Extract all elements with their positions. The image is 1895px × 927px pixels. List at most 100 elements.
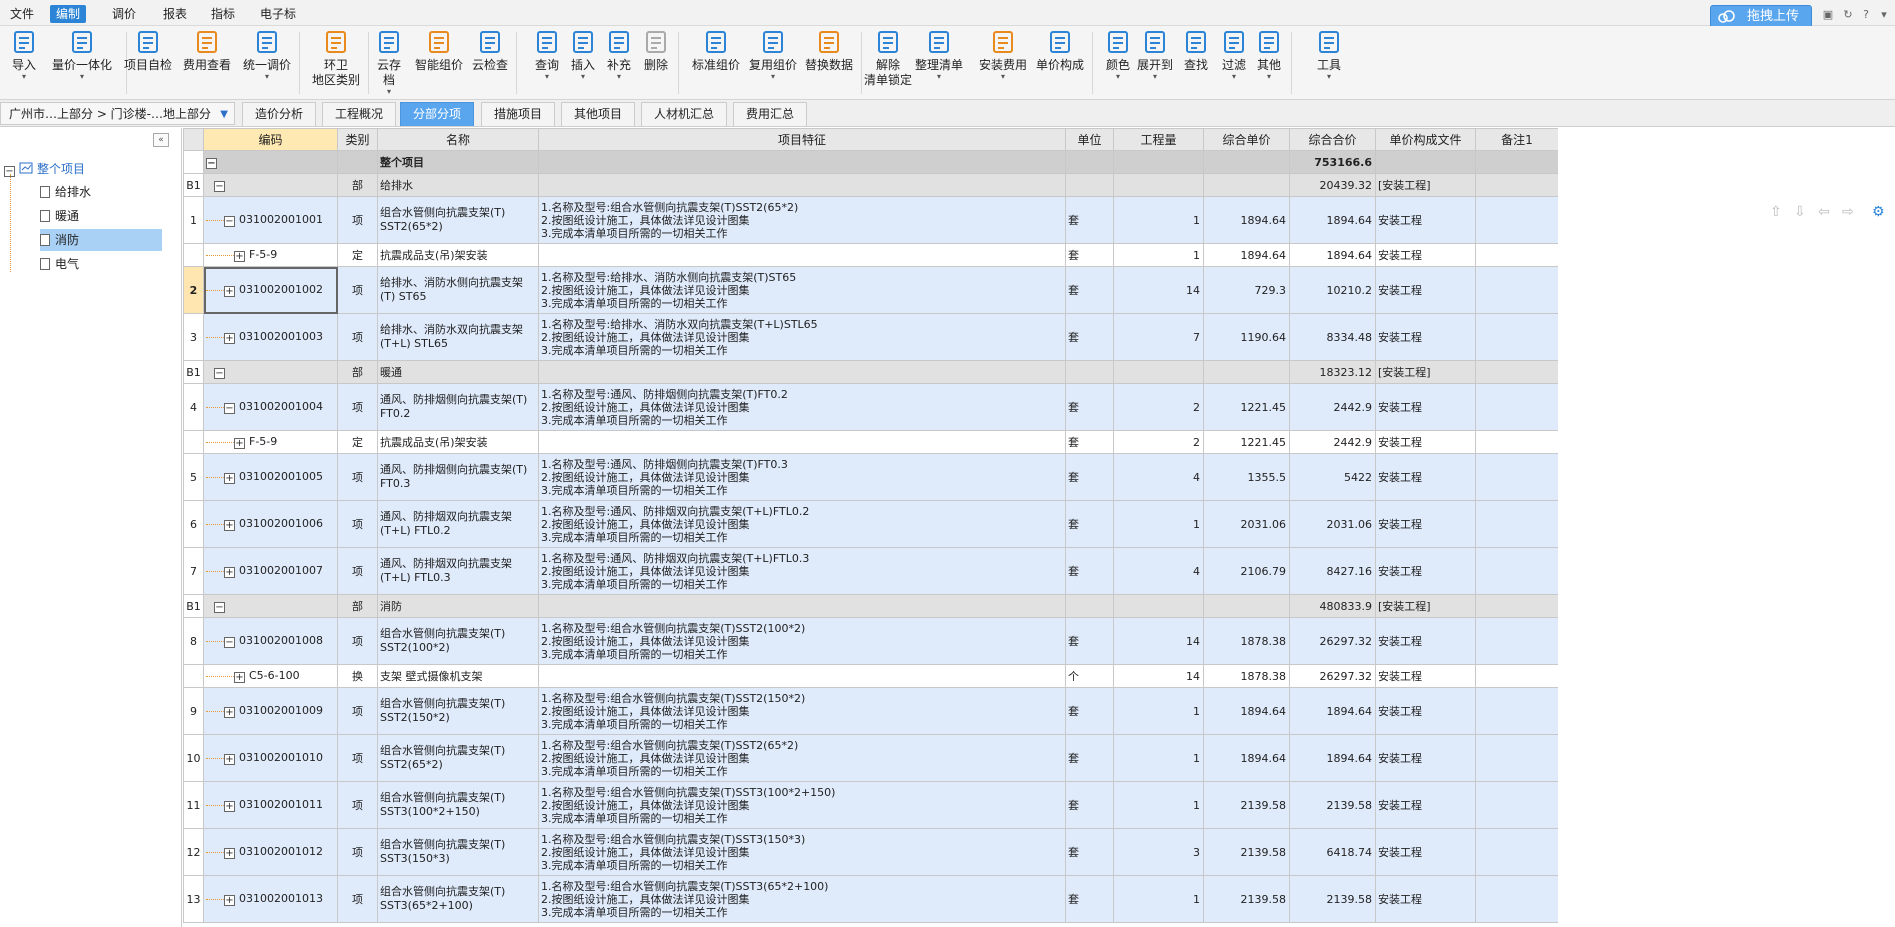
row-index[interactable]: 11 [183,781,204,829]
collapse-panel-icon[interactable]: « [153,133,169,147]
expand-icon[interactable]: + [234,438,245,449]
unit-cell[interactable]: 套 [1065,196,1114,244]
name-cell[interactable]: 组合水管侧向抗震支架(T) SST3(100*2+150) [377,781,539,829]
toolbar-button-query[interactable]: 查询 ▾ [531,30,563,81]
name-cell[interactable]: 组合水管侧向抗震支架(T) SST2(150*2) [377,687,539,735]
quantity-cell[interactable]: 4 [1113,547,1204,595]
feature-cell[interactable]: 1.名称及型号:通风、防排烟双向抗震支架(T+L)FTL0.2 2.按图纸设计施工… [538,500,1066,548]
unit-price-cell[interactable]: 1878.38 [1203,617,1290,665]
table-row[interactable]: 9 +031002001009 项组合水管侧向抗震支架(T) SST2(150*2)… [183,687,1558,735]
toolbar-button-tools[interactable]: 工具 ▾ [1313,30,1345,81]
quota-row[interactable]: + C5-6-100 换支架 壁式摄像机支架 个 14 1878.38 26297.32 安装… [183,664,1558,688]
menu-index[interactable]: 指标 [211,7,236,21]
name-cell[interactable]: 组合水管侧向抗震支架(T) SST2(100*2) [377,617,539,665]
code-cell[interactable]: +031002001012 [203,828,338,876]
name-cell[interactable]: 抗震成品支(吊)架安装 [377,430,539,454]
row-index-header[interactable] [183,128,204,151]
unit-price-cell[interactable]: 1221.45 [1203,430,1290,454]
code-cell[interactable]: +031002001009 [203,687,338,735]
table-row[interactable]: 10 +031002001010 项组合水管侧向抗震支架(T) SST2(65*2)… [183,734,1558,782]
toolbar-button-unit-price[interactable]: 单价构成 [1034,30,1086,73]
unit-cell[interactable]: 套 [1065,617,1114,665]
feature-cell[interactable]: 1.名称及型号:组合水管侧向抗震支架(T)SST3(65*2+100) 2.按图纸… [538,875,1066,923]
total-price-cell[interactable]: 8427.16 [1289,547,1376,595]
category-cell[interactable]: 项 [337,781,378,829]
tree-item-water[interactable]: 给排水 [40,181,162,203]
expand-icon[interactable]: + [224,520,235,531]
category-cell[interactable]: 定 [337,430,378,454]
unit-cell[interactable] [1065,360,1114,384]
code-cell[interactable]: +031002001011 [203,781,338,829]
unit-cell[interactable]: 套 [1065,500,1114,548]
tree-item-electric[interactable]: 电气 [40,253,162,275]
chevron-down-icon[interactable]: ▾ [79,72,84,81]
unit-cell[interactable]: 套 [1065,734,1114,782]
name-cell[interactable]: 给排水、消防水双向抗震支架(T+L) STL65 [377,313,539,361]
row-index[interactable]: 2 [183,266,204,314]
expand-icon[interactable]: + [224,567,235,578]
chevron-down-icon[interactable]: ▾ [770,72,775,81]
remark-cell[interactable] [1475,173,1558,197]
remark-cell[interactable] [1475,594,1558,618]
quantity-cell[interactable]: 14 [1113,664,1204,688]
row-index[interactable]: 4 [183,383,204,431]
feature-cell[interactable]: 1.名称及型号:通风、防排烟侧向抗震支架(T)FT0.3 2.按图纸设计施工，具体… [538,453,1066,501]
price-file-cell[interactable]: 安装工程 [1375,547,1476,595]
total-price-cell[interactable]: 20439.32 [1289,173,1376,197]
tree-item-hvac[interactable]: 暖通 [40,205,162,227]
row-index[interactable]: 5 [183,453,204,501]
root-row[interactable]: − 整个项目 753166.6 [183,150,1558,174]
chevron-down-icon[interactable]: ▾ [386,87,391,96]
collapse-icon[interactable]: − [224,637,235,648]
feature-cell[interactable] [538,430,1066,454]
code-cell[interactable]: − [203,173,338,197]
expand-icon[interactable]: + [224,333,235,344]
category-header[interactable]: 类别 [337,128,378,151]
price-file-cell[interactable]: 安装工程 [1375,500,1476,548]
quantity-cell[interactable]: 1 [1113,781,1204,829]
remark-cell[interactable] [1475,828,1558,876]
remark-cell[interactable] [1475,266,1558,314]
feature-cell[interactable]: 1.名称及型号:组合水管侧向抗震支架(T)SST2(100*2) 2.按图纸设计施… [538,617,1066,665]
feature-cell[interactable]: 1.名称及型号:给排水、消防水侧向抗震支架(T)ST65 2.按图纸设计施工，具体… [538,266,1066,314]
code-cell[interactable]: +031002001002 [203,266,338,314]
total-price-cell[interactable]: 1894.64 [1289,734,1376,782]
quantity-cell[interactable] [1113,360,1204,384]
unit-cell[interactable]: 套 [1065,266,1114,314]
expand-icon[interactable]: + [224,895,235,906]
row-index[interactable] [183,664,204,688]
table-row[interactable]: 7 +031002001007 项通风、防排烟双向抗震支架(T+L) FTL0.3 1… [183,547,1558,595]
remark-cell[interactable] [1475,687,1558,735]
toolbar-button-unify-price[interactable]: 统一调价 ▾ [241,30,293,81]
toolbar-button-delete[interactable]: 删除 [640,30,672,73]
feature-cell[interactable]: 1.名称及型号:组合水管侧向抗震支架(T)SST2(65*2) 2.按图纸设计施工… [538,196,1066,244]
tab-other-items[interactable]: 其他项目 [561,102,636,126]
toolbar-button-standard-price[interactable]: 标准组价 [690,30,742,73]
expand-icon[interactable]: + [224,848,235,859]
table-row[interactable]: 11 +031002001011 项组合水管侧向抗震支架(T) SST3(100*2… [183,781,1558,829]
sync-icon[interactable]: ↻ [1843,8,1853,21]
total-price-cell[interactable]: 1894.64 [1289,243,1376,267]
menu-report[interactable]: 报表 [163,7,188,21]
category-cell[interactable]: 项 [337,875,378,923]
table-row[interactable]: 5 +031002001005 项通风、防排烟侧向抗震支架(T) FT0.3 1.名称… [183,453,1558,501]
breadcrumb[interactable]: 广州市…上部分 > 门诊楼-…地上部分 ▼ [0,102,235,125]
expand-icon[interactable]: + [224,707,235,718]
collapse-icon[interactable]: − [214,368,225,379]
name-cell[interactable]: 通风、防排烟侧向抗震支架(T) FT0.3 [377,453,539,501]
quantity-header[interactable]: 工程量 [1113,128,1204,151]
row-index[interactable]: 8 [183,617,204,665]
chevron-down-icon[interactable]: ▾ [264,72,269,81]
unit-price-header[interactable]: 综合单价 [1203,128,1290,151]
price-file-cell[interactable]: 安装工程 [1375,617,1476,665]
remark-cell[interactable] [1475,617,1558,665]
row-index[interactable]: B1 [183,360,204,384]
settings-icon[interactable]: ⚙ [1872,204,1885,220]
chevron-down-icon[interactable]: ▾ [544,72,549,81]
unit-price-cell[interactable]: 2139.58 [1203,828,1290,876]
help-icon[interactable]: ? [1863,8,1869,21]
unit-cell[interactable]: 套 [1065,313,1114,361]
chevron-down-icon[interactable]: ▾ [580,72,585,81]
collapse-icon[interactable]: − [206,158,217,169]
toolbar-button-region[interactable]: 环卫 地区类别 [310,30,362,88]
